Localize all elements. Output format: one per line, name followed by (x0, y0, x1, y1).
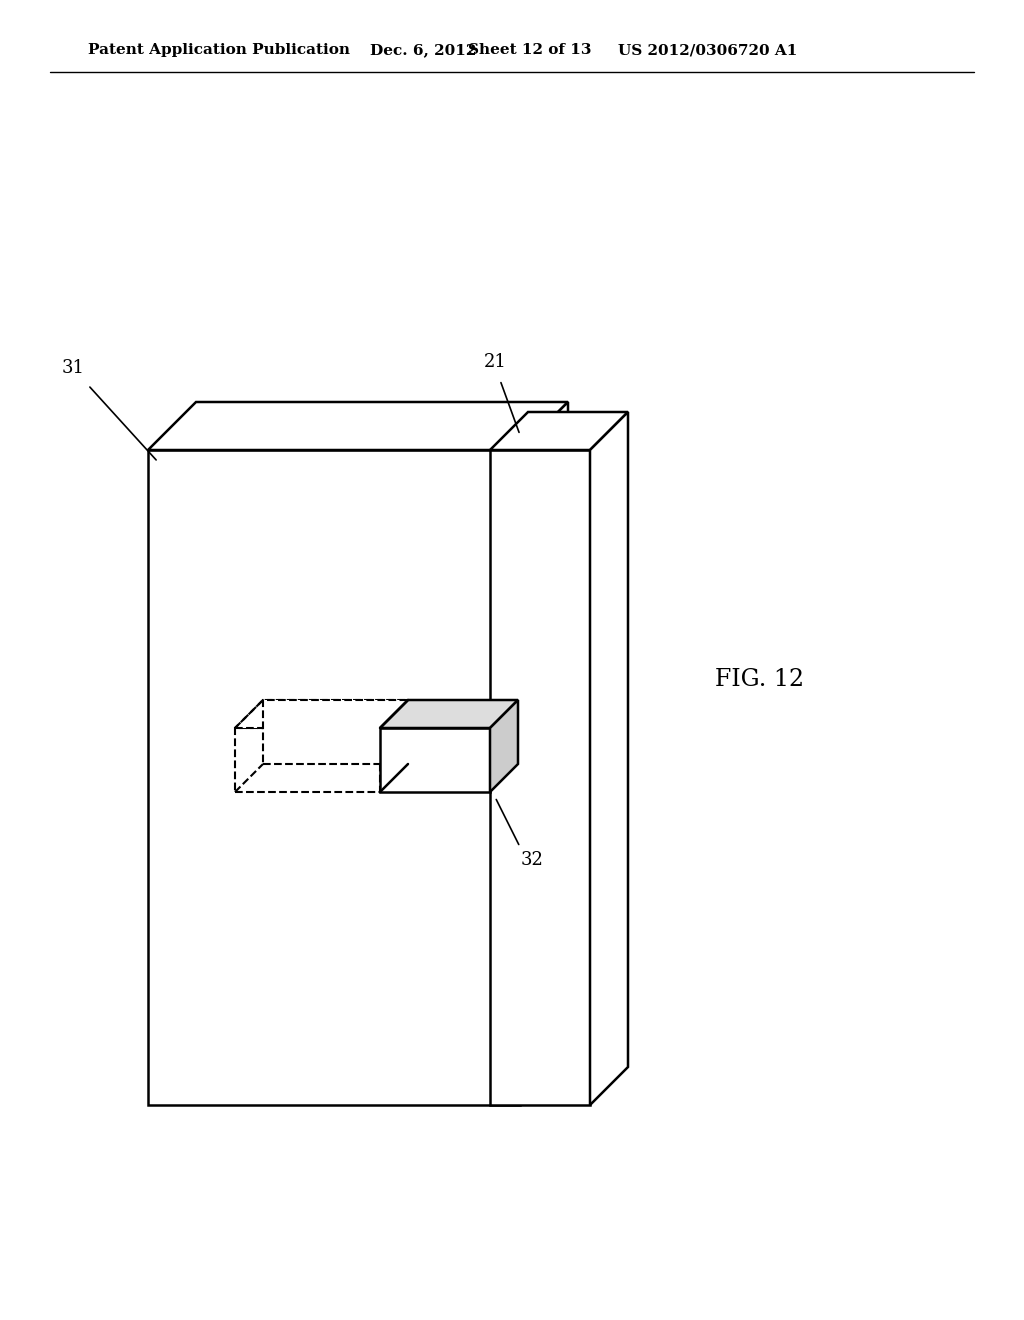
Polygon shape (263, 700, 408, 764)
Polygon shape (380, 700, 518, 729)
Text: FIG. 12: FIG. 12 (716, 668, 805, 692)
Text: 32: 32 (520, 851, 544, 869)
Polygon shape (148, 450, 520, 1105)
Polygon shape (380, 729, 490, 792)
Polygon shape (148, 403, 568, 450)
Polygon shape (490, 450, 590, 1105)
Text: Sheet 12 of 13: Sheet 12 of 13 (468, 44, 592, 57)
Text: 21: 21 (483, 352, 507, 371)
Text: US 2012/0306720 A1: US 2012/0306720 A1 (618, 44, 798, 57)
Polygon shape (520, 403, 568, 1105)
Polygon shape (490, 412, 628, 450)
Polygon shape (234, 729, 380, 792)
Polygon shape (590, 412, 628, 1105)
Polygon shape (490, 700, 518, 792)
Text: Patent Application Publication: Patent Application Publication (88, 44, 350, 57)
Text: Dec. 6, 2012: Dec. 6, 2012 (370, 44, 476, 57)
Polygon shape (234, 700, 408, 729)
Text: 31: 31 (61, 359, 85, 378)
